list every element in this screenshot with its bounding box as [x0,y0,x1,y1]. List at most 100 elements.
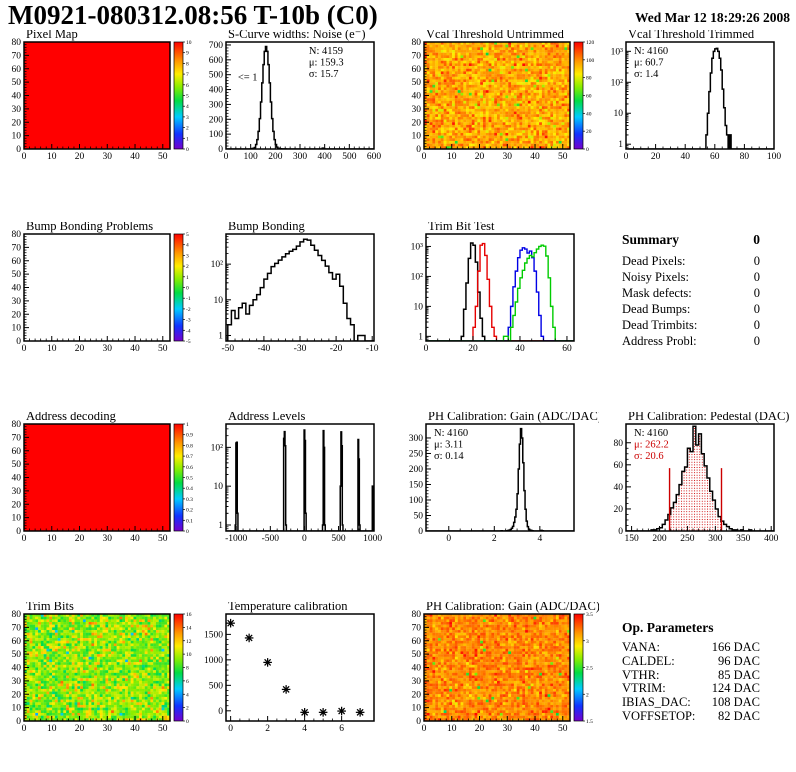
svg-text:0: 0 [186,529,189,535]
svg-text:1: 1 [218,331,223,341]
svg-text:600: 600 [367,152,382,162]
svg-text:-1000: -1000 [225,534,247,544]
svg-text:400: 400 [318,152,333,162]
svg-text:-2: -2 [186,307,191,313]
svg-text:-4: -4 [186,328,191,334]
svg-text:80: 80 [12,38,22,48]
ph-gain-map-colorbar: 1.522.533.5 [573,612,593,725]
svg-text:0: 0 [424,344,429,354]
svg-text:2: 2 [186,264,189,270]
svg-text:70: 70 [12,433,22,443]
bump-bonding-problems-map-frame [23,233,171,342]
svg-text:60: 60 [710,152,720,162]
svg-text:0.2: 0.2 [186,508,193,514]
svg-text:30: 30 [103,534,113,544]
svg-text:20: 20 [75,534,85,544]
svg-text:50: 50 [12,78,22,88]
svg-text:1: 1 [218,521,223,531]
param-label: IBIAS_DAC: [622,695,691,710]
svg-text:0.4: 0.4 [186,486,193,492]
param-value: 82 DAC [717,708,760,723]
svg-text:5: 5 [186,232,189,238]
scurve-noise-hist-stat: μ: 159.3 [309,58,344,69]
svg-text:50: 50 [158,344,168,354]
svg-text:5: 5 [186,94,189,100]
svg-text:30: 30 [12,297,22,307]
svg-text:300: 300 [293,152,308,162]
svg-text:250: 250 [409,449,424,459]
pixel-map-svg: 0 10 20 30 40 5001020304050607080012345678910… [12,27,192,162]
param-value: 166 DAC [711,640,760,654]
svg-text:8: 8 [186,61,189,67]
svg-text:10: 10 [186,40,192,46]
ph-gain-map-title: PH Calibration: Gain (ADC/DAC) [426,602,599,613]
ph-pedestal-hist-stat: μ: 262.2 [634,440,669,451]
svg-text:4: 4 [186,104,189,110]
svg-text:50: 50 [412,78,422,88]
svg-text:20: 20 [468,344,478,354]
svg-text:10: 10 [12,514,22,524]
plot-cell-ph-gain-hist: 0 2 4 0 50 100 150 200 250 300 PH Calibration: Gai… [400,409,602,602]
svg-text:1: 1 [186,275,189,281]
address-levels-hist-title: Address Levels [228,412,306,423]
param-value: 0 [753,334,760,348]
param-value: 96 DAC [717,653,760,668]
svg-text:100: 100 [409,496,424,506]
trim-bit-test-hist-title: Trim Bit Test [428,222,495,233]
svg-text:20: 20 [412,118,422,128]
op-parameters-panel: Op. Parameters VANA: 166 DAC CALDEL: 96 DAC V… [622,620,760,724]
svg-text:50: 50 [414,511,424,521]
svg-text:0.6: 0.6 [186,465,193,471]
param-value: 85 DAC [717,667,760,682]
ph-gain-hist-frame [425,423,575,532]
summary-panel-row: Mask defects: 0 [622,285,760,301]
svg-text:70: 70 [12,51,22,61]
svg-text:600: 600 [209,56,224,66]
svg-text:0: 0 [446,534,451,544]
trim-bit-test-hist-frame [425,233,575,342]
op-parameters-panel-title: Op. Parameters [622,620,714,635]
svg-text:30: 30 [412,105,422,115]
svg-text:0: 0 [16,527,21,537]
temperature-calibration-frame [225,613,375,722]
svg-text:60: 60 [12,257,22,267]
vcal-threshold-untrimmed-map-title: Vcal Threshold Untrimmed [426,30,565,41]
svg-text:200: 200 [652,534,667,544]
svg-text:0: 0 [218,145,223,155]
svg-text:70: 70 [412,51,422,61]
svg-text:60: 60 [12,65,22,75]
svg-text:10: 10 [214,296,224,306]
plot-cell-summary: Summary 0 Dead Pixels: 0 Noisy Pixels: 0 Mask … [600,222,796,412]
svg-text:-1: -1 [186,296,191,302]
param-value: 124 DAC [711,681,760,696]
svg-text:50: 50 [158,152,168,162]
scurve-noise-hist-title: S-Curve widths: Noise (e⁻) [228,30,365,41]
plot-cell-op-parameters: Op. Parameters VANA: 166 DAC CALDEL: 96 DAC V… [600,602,796,772]
svg-text:-10: -10 [366,344,379,354]
svg-text:40: 40 [530,152,540,162]
svg-text:-30: -30 [294,344,307,354]
ph-gain-hist-stat: μ: 3.11 [434,440,463,451]
svg-text:80: 80 [12,230,22,240]
param-label: Dead Trimbits: [622,318,698,332]
param-value: 0 [753,302,760,316]
scurve-noise-hist-svg: 0 100 200 300 400 500 600 0 100 200 300 400 500 600 70… [209,27,382,162]
plot-cell-temperature: 0 2 4 6 0 500 1000 1500 Temperature calibration [200,599,399,772]
svg-text:100: 100 [244,152,259,162]
svg-text:400: 400 [209,86,224,96]
ph-gain-hist-stat: N: 4160 [434,428,468,439]
svg-text:30: 30 [103,152,113,162]
svg-text:80: 80 [586,76,592,82]
svg-text:300: 300 [409,434,424,444]
svg-text:-500: -500 [262,534,280,544]
ph-pedestal-hist-stat: N: 4160 [634,428,668,439]
svg-text:10: 10 [447,152,457,162]
svg-text:9: 9 [186,51,189,57]
svg-text:0.5: 0.5 [186,476,193,482]
svg-text:80: 80 [12,420,22,430]
